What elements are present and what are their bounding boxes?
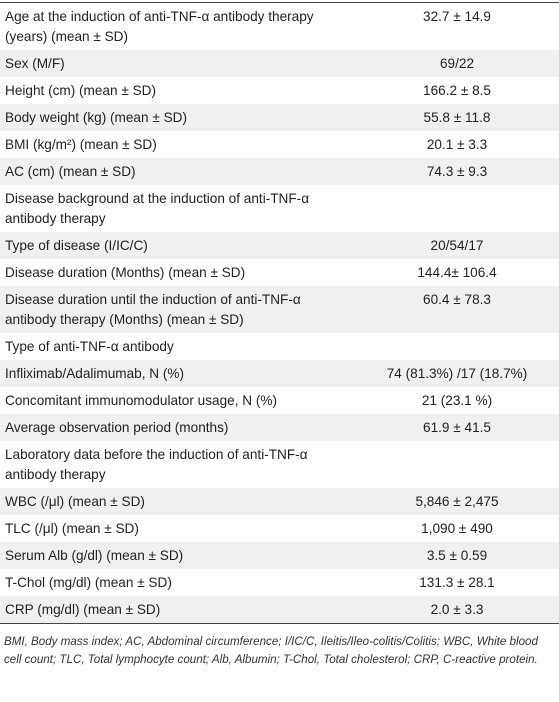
table-row: Type of disease (I/IC/C) 20/54/17 bbox=[0, 232, 559, 259]
row-value: 69/22 bbox=[340, 50, 559, 77]
row-value: 21 (23.1 %) bbox=[421, 392, 493, 408]
row-label: Type of anti-TNF-α antibody bbox=[5, 338, 174, 354]
row-value: 20.1 ± 3.3 bbox=[426, 136, 488, 152]
row-label: Serum Alb (g/dl) (mean ± SD) bbox=[0, 542, 340, 569]
row-label: Type of disease (I/IC/C) bbox=[0, 232, 340, 259]
table-row: Type of anti-TNF-α antibody bbox=[0, 333, 559, 360]
table-row: Sex (M/F) 69/22 bbox=[0, 50, 559, 77]
row-label: Concomitant immunomodulator usage, N (%) bbox=[5, 392, 277, 408]
table: Age at the induction of anti-TNF-α antib… bbox=[0, 2, 559, 624]
row-label: Infliximab/Adalimumab, N (%) bbox=[0, 360, 340, 387]
table-row: BMI (kg/m²) (mean ± SD) 20.1 ± 3.3 bbox=[0, 131, 559, 158]
row-label: Disease duration (Months) (mean ± SD) bbox=[5, 264, 246, 280]
row-value: 144.4± 106.4 bbox=[417, 264, 497, 280]
row-value: 61.9 ± 41.5 bbox=[340, 414, 559, 441]
table-row: Average observation period (months) 61.9 … bbox=[0, 414, 559, 441]
row-label: Disease background at the induction of a… bbox=[5, 190, 310, 226]
table-row: Laboratory data before the induction of … bbox=[0, 441, 559, 488]
row-label: T-Chol (mg/dl) (mean ± SD) bbox=[5, 574, 172, 590]
row-label: Sex (M/F) bbox=[0, 50, 340, 77]
row-value: 74 (81.3%) /17 (18.7%) bbox=[340, 360, 559, 387]
table-row: Disease duration (Months) (mean ± SD) 144… bbox=[0, 259, 559, 286]
row-value: 166.2 ± 8.5 bbox=[423, 82, 491, 98]
row-value: 55.8 ± 11.8 bbox=[340, 104, 559, 131]
row-label: WBC (/μl) (mean ± SD) bbox=[0, 488, 340, 515]
row-value: 74.3 ± 9.3 bbox=[340, 158, 559, 185]
table-row: Infliximab/Adalimumab, N (%) 74 (81.3%) /… bbox=[0, 360, 559, 387]
row-value: 3.5 ± 0.59 bbox=[340, 542, 559, 569]
table-row: Serum Alb (g/dl) (mean ± SD) 3.5 ± 0.59 bbox=[0, 542, 559, 569]
row-value: 20/54/17 bbox=[340, 232, 559, 259]
footnote: BMI, Body mass index; AC, Abdominal circ… bbox=[4, 635, 538, 666]
table-body: Age at the induction of anti-TNF-α antib… bbox=[0, 3, 559, 624]
table-row: TLC (/μl) (mean ± SD) 1,090 ± 490 bbox=[0, 515, 559, 542]
table-row: Body weight (kg) (mean ± SD) 55.8 ± 11.8 bbox=[0, 104, 559, 131]
table-row: Age at the induction of anti-TNF-α antib… bbox=[0, 3, 559, 51]
row-value: 60.4 ± 78.3 bbox=[340, 286, 559, 333]
row-value: 131.3 ± 28.1 bbox=[419, 574, 495, 590]
empty-cell bbox=[340, 333, 559, 360]
table-row: Disease duration until the induction of … bbox=[0, 286, 559, 333]
row-value: 1,090 ± 490 bbox=[421, 520, 493, 536]
row-label: AC (cm) (mean ± SD) bbox=[0, 158, 340, 185]
empty-cell bbox=[340, 185, 559, 232]
row-value: 32.7 ± 14.9 bbox=[423, 8, 491, 24]
table-row: Concomitant immunomodulator usage, N (%)… bbox=[0, 387, 559, 414]
row-label: BMI (kg/m²) (mean ± SD) bbox=[5, 136, 157, 152]
row-label: Age at the induction of anti-TNF-α antib… bbox=[5, 8, 314, 44]
row-value: 5,846 ± 2,475 bbox=[340, 488, 559, 515]
empty-cell bbox=[340, 441, 559, 488]
table-row: WBC (/μl) (mean ± SD) 5,846 ± 2,475 bbox=[0, 488, 559, 515]
row-label: Disease duration until the induction of … bbox=[0, 286, 340, 333]
row-label: Body weight (kg) (mean ± SD) bbox=[0, 104, 340, 131]
row-label: TLC (/μl) (mean ± SD) bbox=[5, 520, 139, 536]
row-label: Average observation period (months) bbox=[0, 414, 340, 441]
table-row: T-Chol (mg/dl) (mean ± SD) 131.3 ± 28.1 bbox=[0, 569, 559, 596]
table-row: AC (cm) (mean ± SD) 74.3 ± 9.3 bbox=[0, 158, 559, 185]
row-label: Laboratory data before the induction of … bbox=[5, 446, 308, 482]
table-row: Height (cm) (mean ± SD) 166.2 ± 8.5 bbox=[0, 77, 559, 104]
row-label: Height (cm) (mean ± SD) bbox=[5, 82, 156, 98]
row-label: CRP (mg/dl) (mean ± SD) bbox=[0, 596, 340, 624]
table-row: Disease background at the induction of a… bbox=[0, 185, 559, 232]
row-value: 2.0 ± 3.3 bbox=[340, 596, 559, 624]
table-row: CRP (mg/dl) (mean ± SD) 2.0 ± 3.3 bbox=[0, 596, 559, 624]
